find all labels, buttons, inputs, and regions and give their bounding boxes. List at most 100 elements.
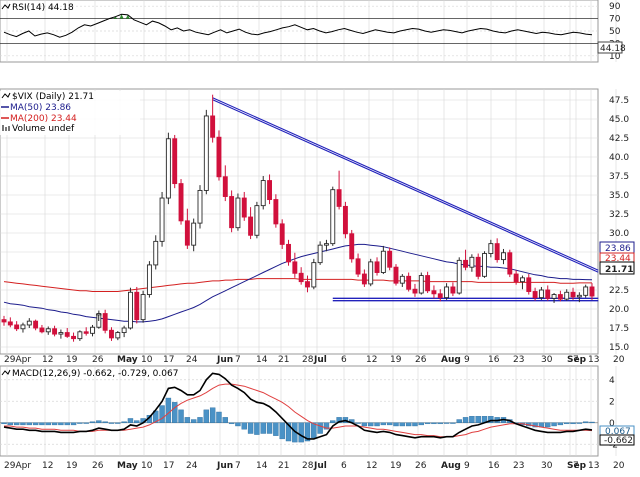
macd-histogram-bar: [247, 422, 254, 434]
candle-body: [463, 259, 468, 268]
macd-legend-swatch: [1, 369, 11, 376]
date-label: 13: [588, 355, 599, 365]
macd-histogram-bar: [1, 422, 7, 425]
candle-body: [336, 189, 342, 207]
candle-body: [165, 138, 171, 199]
candle-body: [501, 252, 506, 261]
macd-line: [3, 372, 593, 440]
date-label: 26: [415, 461, 427, 471]
macd-histogram-bar: [83, 422, 89, 424]
macd-histogram-bar: [570, 422, 576, 425]
macd-histogram-bar: [254, 422, 260, 435]
date-label: 9: [464, 355, 470, 365]
candle-body: [229, 196, 235, 229]
rsi-legend-swatch: [1, 3, 11, 10]
macd-histogram-bar: [443, 422, 450, 424]
rsi-tick-label: 50: [609, 27, 621, 37]
candle-body: [570, 291, 576, 298]
date-label: 30: [541, 461, 553, 471]
price-tick-label: 30.0: [609, 229, 629, 239]
price-tick-label: 42.5: [609, 134, 629, 144]
date-label: 12: [42, 355, 53, 365]
macd-histogram-bar: [13, 422, 20, 426]
candle-body: [305, 281, 310, 288]
rsi-grid: [0, 0, 617, 62]
macd-histogram-bar: [228, 422, 235, 425]
candle-body: [349, 233, 355, 260]
candle-body: [20, 324, 26, 330]
macd-histogram-bar: [241, 422, 247, 430]
macd-histogram-bar: [361, 422, 368, 427]
macd-histogram-bar: [184, 417, 191, 423]
macd-histogram-bar: [304, 422, 311, 442]
ma50-line: [3, 243, 593, 323]
macd-value-box: -0.662: [599, 434, 635, 446]
macd-histogram-bar: [462, 417, 469, 423]
price-tick-label: 17.5: [609, 324, 629, 334]
candle-body: [83, 331, 89, 334]
candle-body: [14, 324, 20, 330]
date-label: Jun: [216, 355, 233, 365]
candle-body: [128, 291, 133, 329]
macd-histogram-bar: [424, 422, 431, 425]
t-marker: T: [95, 314, 102, 324]
macd-tick-label: 0: [609, 419, 615, 429]
candle-body: [191, 222, 197, 246]
macd-histogram-bar: [437, 422, 443, 425]
macd-histogram-bar: [51, 422, 58, 426]
date-label: 26: [92, 355, 104, 365]
price-tick-label: 35.0: [609, 191, 629, 201]
candle-body: [267, 180, 272, 201]
price-legend-swatch: [1, 92, 11, 99]
macd-histogram-bar: [412, 422, 418, 427]
candle-body: [342, 205, 348, 235]
date-label: 30: [541, 355, 553, 365]
candle-body: [121, 327, 127, 334]
macd-histogram-bar: [266, 422, 273, 434]
macd-histogram-bar: [475, 416, 481, 423]
candle-body: [380, 250, 386, 273]
rsi-last-value-box: 44.18: [597, 41, 626, 54]
macd-histogram-bar: [488, 416, 494, 423]
macd-histogram-bar: [311, 422, 317, 439]
date-label: 14: [256, 355, 268, 365]
macd-histogram-bar: [209, 407, 216, 423]
rsi-legend: RSI(14) 44.18: [1, 3, 74, 13]
macd-histogram-bar: [336, 417, 342, 423]
candle-body: [330, 189, 336, 245]
candle-body: [545, 289, 551, 299]
macd-histogram-bar: [108, 422, 115, 424]
macd-histogram-bar: [7, 422, 14, 426]
candle-body: [324, 243, 329, 246]
macd-histogram-bar: [405, 422, 412, 427]
candle-body: [184, 220, 190, 246]
date-axis-bottom: 29Apr 12 19 26 May 10 17 24 Jun 7 14 21 28 Jul 6 12 19 26…: [4, 461, 625, 471]
date-label: 28: [302, 461, 314, 471]
candle-body: [361, 273, 367, 285]
macd-histogram-bar: [532, 422, 538, 428]
date-label: 17: [163, 355, 174, 365]
date-label: Jul: [313, 461, 327, 471]
candle-body: [538, 289, 544, 299]
candle-body: [64, 332, 70, 337]
trendline-segment: [212, 97, 599, 271]
candle-body: [178, 183, 184, 222]
candle-body: [412, 288, 418, 294]
candle-body: [71, 335, 76, 340]
macd-histogram-bar: [26, 422, 32, 426]
price-tick-label: 40.0: [609, 153, 629, 163]
macd-histogram-bar: [235, 422, 241, 427]
date-label: 23: [513, 355, 524, 365]
candle-body: [210, 115, 216, 138]
date-label: Aug: [441, 461, 461, 471]
macd-histogram-bar: [134, 420, 140, 423]
price-legend: $VIX (Daily) 21.71 MA(50) 23.86 MA(200) …: [0, 91, 140, 135]
date-label: 10: [141, 461, 153, 471]
date-label: 21: [278, 355, 289, 365]
date-label: Jul: [313, 355, 327, 365]
candle-body: [241, 197, 247, 218]
date-label: 29Apr: [4, 461, 31, 471]
macd-histogram-bar: [77, 422, 83, 424]
candle-body: [526, 277, 532, 292]
candle-body: [52, 328, 58, 335]
